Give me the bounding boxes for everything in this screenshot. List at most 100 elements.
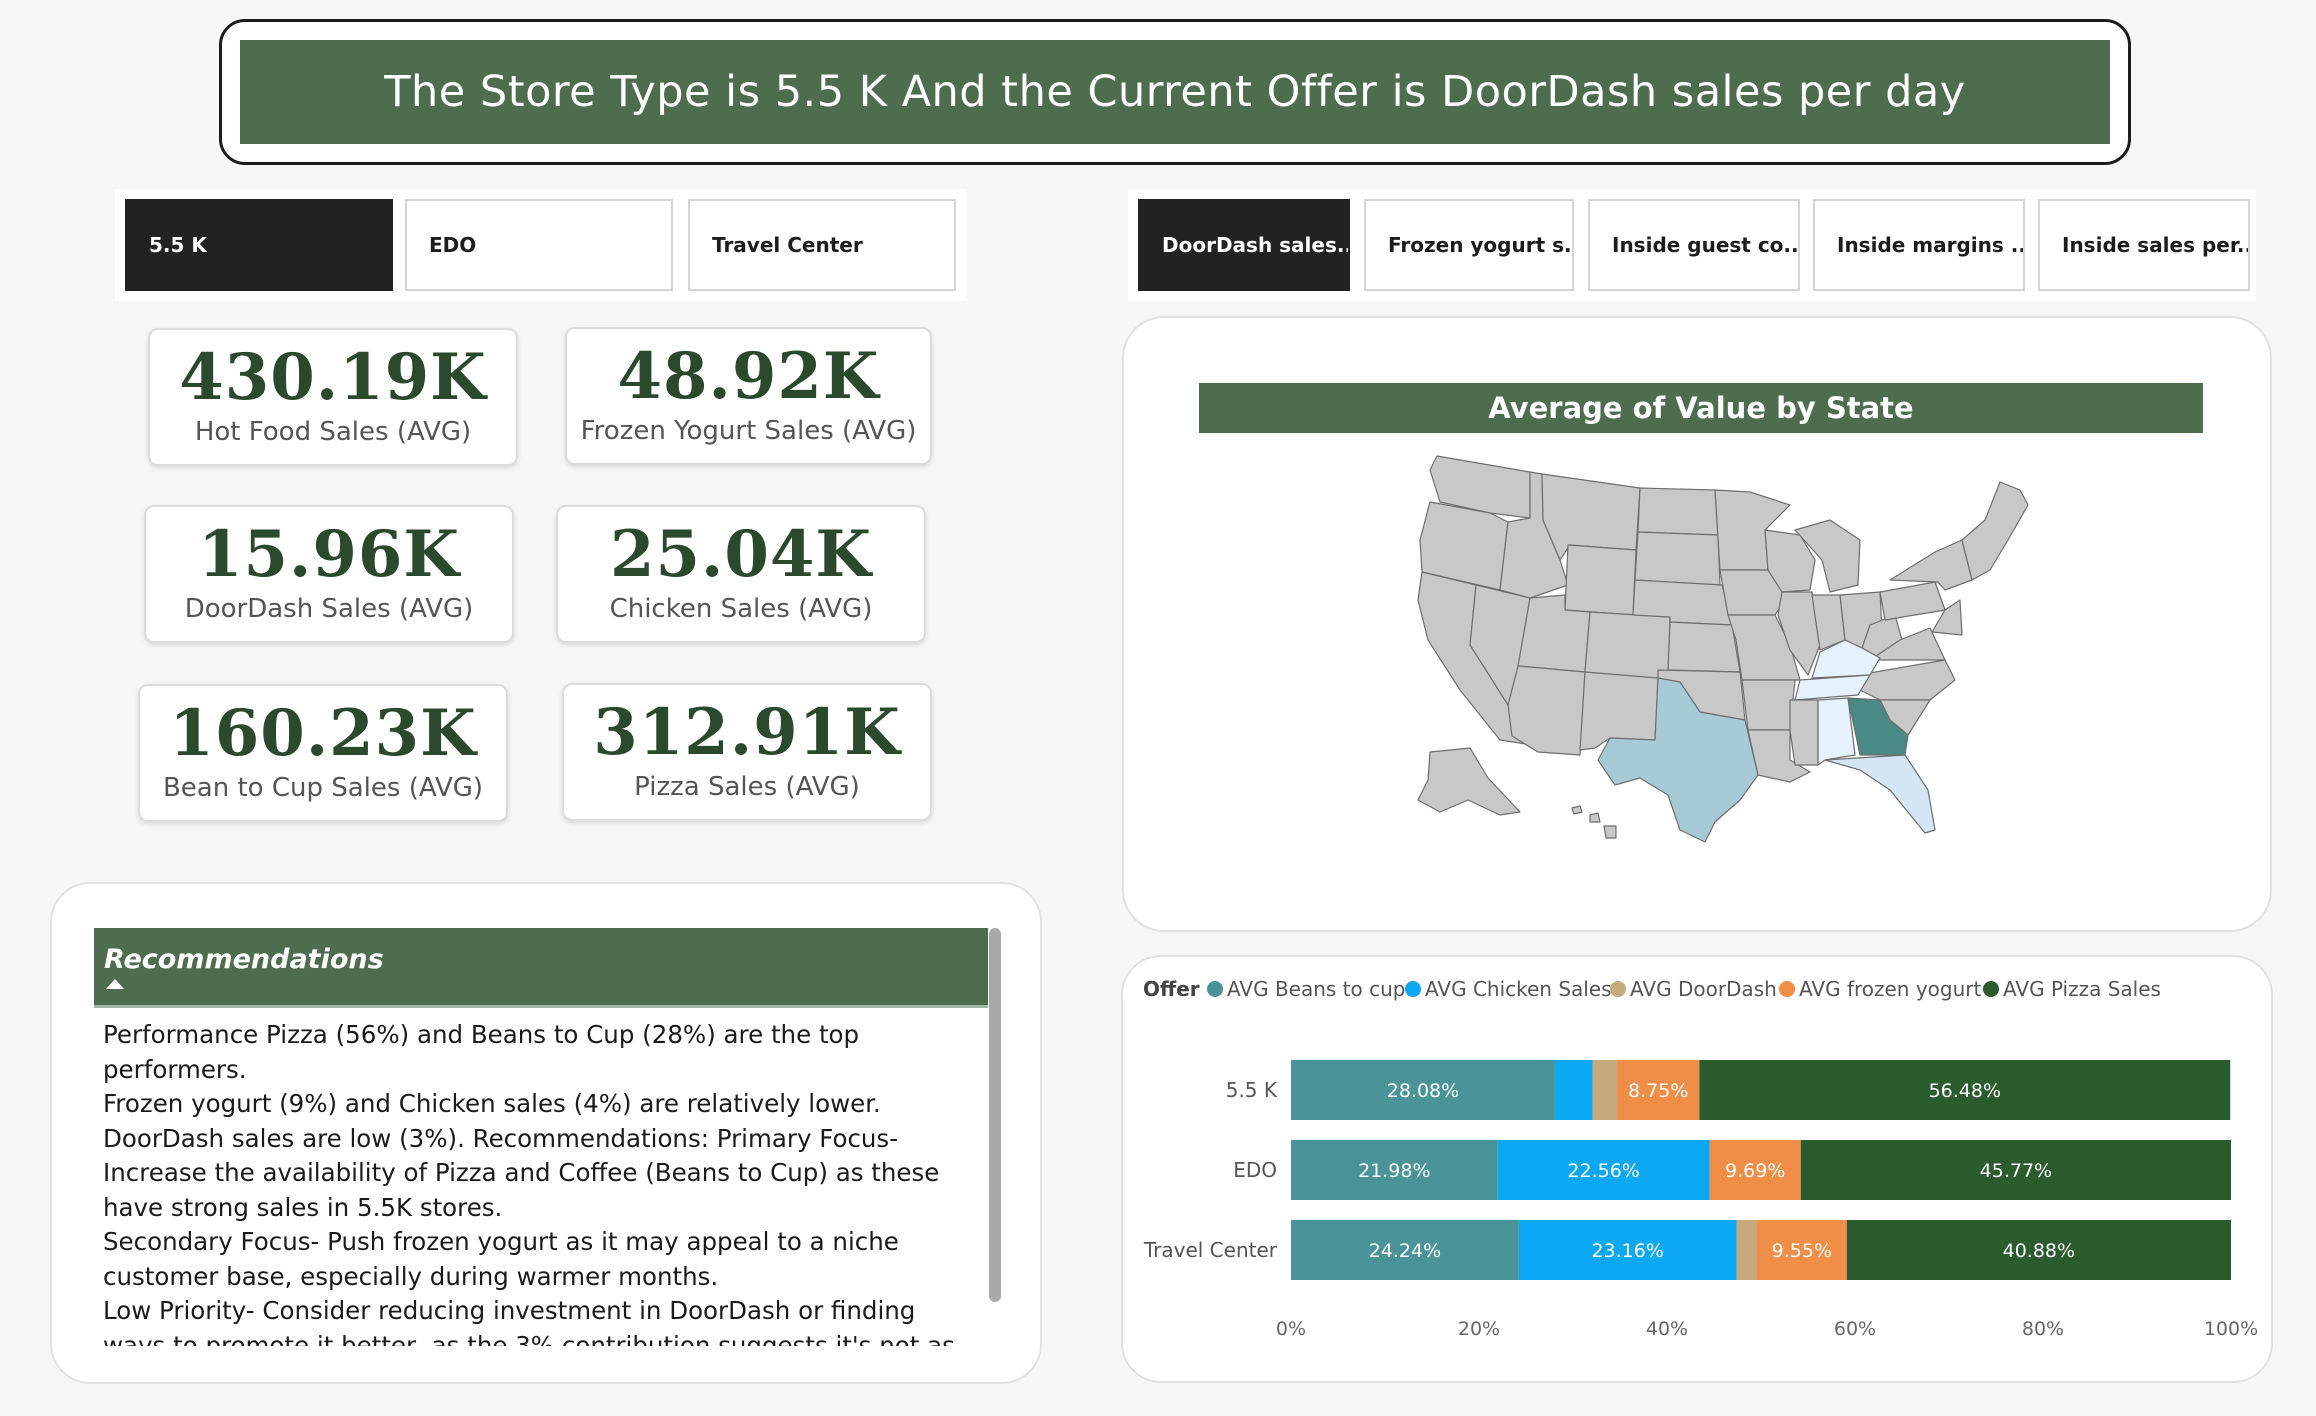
us-state-map[interactable] [1380, 450, 2030, 845]
bar-segment[interactable] [1592, 1060, 1618, 1120]
map-state-new-england[interactable] [1961, 481, 2029, 581]
map-state-ks[interactable] [1667, 621, 1741, 673]
kpi-card-bean-to-cup: 160.23K Bean to Cup Sales (AVG) [138, 684, 508, 822]
store-type-slicer: 5.5 K EDO Travel Center [115, 189, 967, 301]
legend-title: Offer [1143, 977, 1200, 1001]
kpi-label: Chicken Sales (AVG) [609, 594, 873, 624]
recommendation-line: Performance Pizza (56%) and Beans to Cup… [103, 1020, 860, 1084]
collapse-caret-icon[interactable] [106, 979, 124, 989]
bar-segment[interactable] [1518, 1220, 1737, 1280]
legend-dot-icon [1207, 981, 1223, 997]
map-state-hi[interactable] [1571, 805, 1617, 839]
offer-chip-frozen-yogurt[interactable]: Frozen yogurt s... [1364, 199, 1574, 291]
bar-segment[interactable] [1617, 1060, 1700, 1120]
map-title: Average of Value by State [1199, 383, 2203, 433]
legend-label: AVG frozen yogurt [1799, 977, 1982, 1001]
x-tick-label: 40% [1646, 1318, 1688, 1340]
offer-slicer: DoorDash sales... Frozen yogurt s... Ins… [1128, 189, 2256, 301]
bar-data-label: 45.77% [1980, 1160, 2052, 1182]
category-label: 5.5 K [1226, 1078, 1278, 1102]
store-chip-edo[interactable]: EDO [405, 199, 673, 291]
map-state-nj-md-de[interactable] [1931, 599, 1963, 636]
bar-segment[interactable] [1291, 1220, 1519, 1280]
map-state-il[interactable] [1777, 591, 1823, 676]
bar-segment[interactable] [1736, 1220, 1757, 1280]
bar-segment[interactable] [1756, 1220, 1847, 1280]
legend-item-frozen-yogurt[interactable]: AVG frozen yogurt [1779, 977, 1981, 1001]
map-state-co[interactable] [1584, 611, 1671, 681]
store-chip-label: Travel Center [712, 233, 863, 257]
recommendations-scrollbar[interactable] [989, 928, 1001, 1302]
offer-chip-label: Frozen yogurt s... [1388, 233, 1574, 257]
store-chip-label: 5.5 K [149, 233, 207, 257]
legend-dot-icon [1779, 981, 1795, 997]
map-state-ky[interactable] [1811, 639, 1881, 679]
bar-segment[interactable] [1291, 1140, 1498, 1200]
bar-segment[interactable] [1554, 1060, 1593, 1120]
legend-item-pizza[interactable]: AVG Pizza Sales [1983, 977, 2161, 1001]
kpi-label: Hot Food Sales (AVG) [194, 417, 472, 447]
map-state-ak[interactable] [1417, 747, 1521, 816]
bar-segment[interactable] [1497, 1140, 1710, 1200]
map-state-ga[interactable] [1847, 697, 1909, 756]
offer-chip-label: DoorDash sales... [1162, 233, 1350, 257]
kpi-value: 25.04K [609, 517, 873, 592]
map-state-pa[interactable] [1879, 581, 1946, 621]
x-tick-label: 100% [2204, 1318, 2258, 1340]
x-tick-label: 60% [1834, 1318, 1876, 1340]
kpi-card-frozen-yogurt: 48.92K Frozen Yogurt Sales (AVG) [565, 327, 932, 465]
map-state-mi[interactable] [1794, 519, 1861, 593]
bar-segment[interactable] [1699, 1060, 2231, 1120]
page-title-text: The Store Type is 5.5 K And the Current … [384, 67, 1966, 117]
offer-chip-inside-margins[interactable]: Inside margins ... [1813, 199, 2025, 291]
bar-segment[interactable] [1846, 1220, 2231, 1280]
offer-chip-doordash[interactable]: DoorDash sales... [1138, 199, 1350, 291]
bar-data-label: 28.08% [1387, 1080, 1459, 1102]
legend-title-text: Offer [1143, 977, 1200, 1001]
offer-chip-inside-guest[interactable]: Inside guest co... [1588, 199, 1800, 291]
store-chip-travel-center[interactable]: Travel Center [688, 199, 956, 291]
map-state-nd[interactable] [1637, 487, 1719, 536]
offer-chip-inside-sales[interactable]: Inside sales per... [2038, 199, 2250, 291]
legend-dot-icon [1610, 981, 1626, 997]
legend-dot-icon [1405, 981, 1421, 997]
kpi-label: Bean to Cup Sales (AVG) [162, 773, 484, 803]
map-state-fl[interactable] [1824, 754, 1936, 834]
offer-chip-label: Inside guest co... [1612, 233, 1800, 257]
store-chip-5-5k[interactable]: 5.5 K [125, 199, 393, 291]
map-state-sd[interactable] [1634, 531, 1721, 586]
bar-data-label: 40.88% [2003, 1240, 2075, 1262]
bar-data-label: 24.24% [1369, 1240, 1441, 1262]
map-state-tn[interactable] [1794, 674, 1871, 701]
stacked-bar-chart: 5.5 K 28.08% 8.75% 56.48% EDO 21.98% 22.56% 9.6… [1143, 1060, 2258, 1340]
x-tick-label: 20% [1458, 1318, 1500, 1340]
map-state-al[interactable] [1817, 697, 1856, 766]
bar-segment[interactable] [1291, 1060, 1555, 1120]
bar-segment[interactable] [1709, 1140, 1801, 1200]
recommendations-header[interactable]: Recommendations [94, 928, 988, 1008]
category-label: Travel Center [1143, 1238, 1278, 1262]
bar-segment[interactable] [1800, 1140, 2231, 1200]
recommendation-line: Secondary Focus- Push frozen yogurt as i… [103, 1227, 899, 1291]
bar-data-label: 22.56% [1567, 1160, 1639, 1182]
map-state-va[interactable] [1869, 627, 1946, 661]
legend-item-beans[interactable]: AVG Beans to cup [1207, 977, 1405, 1001]
recommendations-title: Recommendations [104, 944, 384, 975]
legend-label: AVG DoorDash [1630, 977, 1777, 1001]
kpi-card-pizza: 312.91K Pizza Sales (AVG) [562, 683, 932, 821]
category-label: EDO [1233, 1158, 1277, 1182]
legend-dot-icon [1983, 981, 1999, 997]
kpi-card-hot-food: 430.19K Hot Food Sales (AVG) [148, 328, 518, 466]
legend-label: AVG Pizza Sales [2003, 977, 2161, 1001]
legend-label: AVG Beans to cup [1227, 977, 1406, 1001]
map-state-tx[interactable] [1597, 677, 1759, 843]
recommendation-line: Low Priority- Consider reducing investme… [103, 1296, 955, 1346]
x-tick-label: 0% [1276, 1318, 1306, 1340]
legend-item-chicken[interactable]: AVG Chicken Sales [1405, 977, 1612, 1001]
recommendation-line: Frozen yogurt (9%) and Chicken sales (4%… [103, 1089, 881, 1118]
map-state-ar[interactable] [1741, 679, 1796, 731]
map-state-wy[interactable] [1564, 544, 1637, 616]
map-state-ms[interactable] [1789, 699, 1819, 766]
legend-item-doordash[interactable]: AVG DoorDash [1610, 977, 1777, 1001]
kpi-label: Pizza Sales (AVG) [634, 772, 860, 802]
